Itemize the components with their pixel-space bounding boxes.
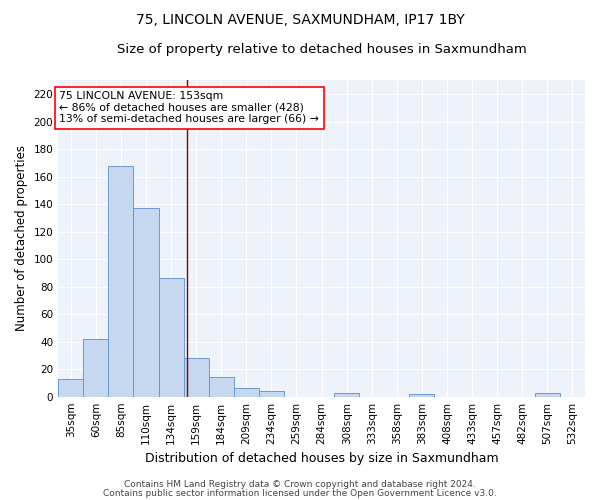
X-axis label: Distribution of detached houses by size in Saxmundham: Distribution of detached houses by size … — [145, 452, 499, 465]
Text: Contains public sector information licensed under the Open Government Licence v3: Contains public sector information licen… — [103, 489, 497, 498]
Bar — [109, 166, 133, 396]
Text: 75 LINCOLN AVENUE: 153sqm
← 86% of detached houses are smaller (428)
13% of semi: 75 LINCOLN AVENUE: 153sqm ← 86% of detac… — [59, 92, 319, 124]
Bar — [58, 379, 83, 396]
Bar — [158, 278, 184, 396]
Bar — [209, 378, 234, 396]
Bar — [83, 339, 109, 396]
Bar — [409, 394, 434, 396]
Bar — [133, 208, 158, 396]
Title: Size of property relative to detached houses in Saxmundham: Size of property relative to detached ho… — [117, 42, 526, 56]
Bar — [184, 358, 209, 397]
Bar — [259, 391, 284, 396]
Bar — [535, 392, 560, 396]
Text: 75, LINCOLN AVENUE, SAXMUNDHAM, IP17 1BY: 75, LINCOLN AVENUE, SAXMUNDHAM, IP17 1BY — [136, 12, 464, 26]
Bar — [334, 392, 359, 396]
Bar — [234, 388, 259, 396]
Y-axis label: Number of detached properties: Number of detached properties — [15, 146, 28, 332]
Text: Contains HM Land Registry data © Crown copyright and database right 2024.: Contains HM Land Registry data © Crown c… — [124, 480, 476, 489]
